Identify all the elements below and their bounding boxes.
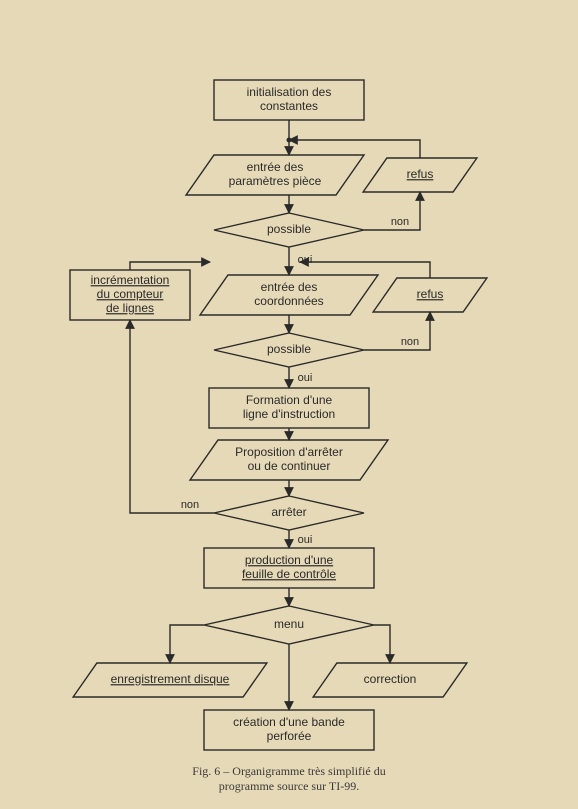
node-label-coords-line0: entrée des [261,280,318,294]
node-label-bande-line0: création d'une bande [233,715,345,729]
edge-label: oui [298,254,313,266]
node-label-enreg-line0: enregistrement disque [111,672,230,686]
node-label-params-line0: entrée des [247,160,304,174]
figure-caption-line1: programme source sur TI-99. [219,779,359,793]
figure-caption-line0: Fig. 6 – Organigramme très simplifié du [192,764,385,778]
node-label-coords-line1: coordonnées [254,294,323,308]
node-label-production-line0: production d'une [245,553,334,567]
node-label-incr-line1: du compteur [97,287,164,301]
node-label-bande-line1: perforée [267,729,312,743]
node-label-formation-line1: ligne d'instruction [243,407,335,421]
node-label-refus2-line0: refus [417,287,444,301]
edge-label: oui [298,372,313,384]
edge-joint-joint1 [287,138,292,143]
edge-label: non [391,216,409,228]
node-label-menu-line0: menu [274,617,304,631]
node-label-refus1-line0: refus [407,167,434,181]
node-label-proposition-line1: ou de continuer [248,459,331,473]
node-label-production-line1: feuille de contrôle [242,567,336,581]
node-label-possible1-line0: possible [267,222,311,236]
node-label-incr-line2: de lignes [106,301,154,315]
node-label-init-line1: constantes [260,99,318,113]
node-label-init-line0: initialisation des [247,85,332,99]
edge-label: non [401,336,419,348]
node-label-possible2-line0: possible [267,342,311,356]
node-label-incr-line0: incrémentation [91,273,170,287]
node-label-params-line1: paramètres pièce [229,174,322,188]
edge-label: non [181,499,199,511]
node-label-correction-line0: correction [364,672,417,686]
node-label-formation-line0: Formation d'une [246,393,333,407]
edge-label: oui [298,534,313,546]
junction-dot [287,138,292,143]
node-label-proposition-line0: Proposition d'arrêter [235,445,343,459]
node-label-arreter-line0: arrêter [271,505,306,519]
